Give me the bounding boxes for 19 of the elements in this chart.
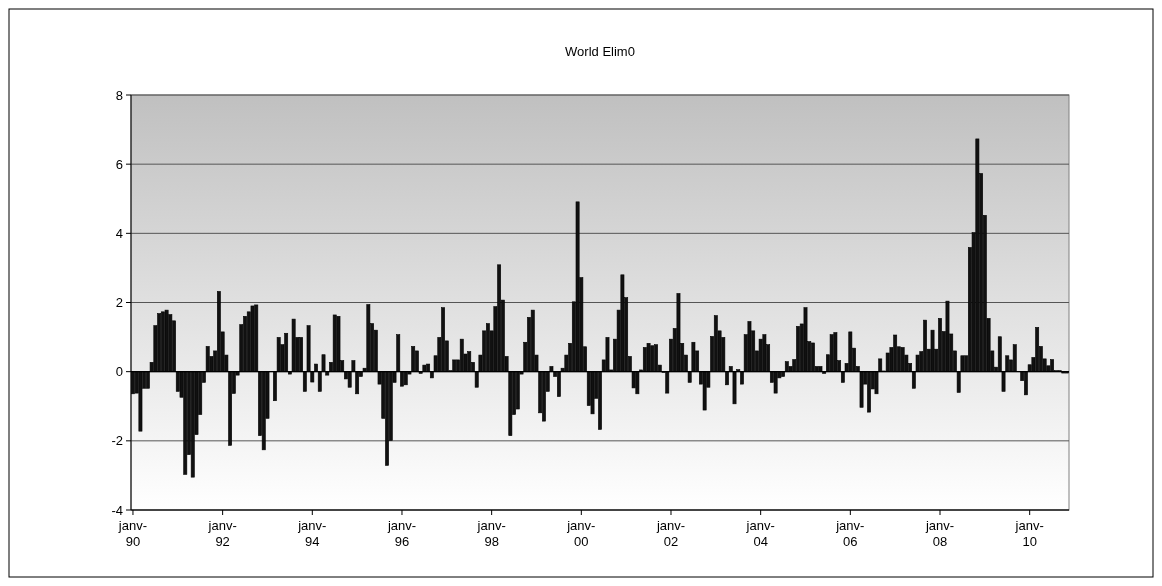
chart-title: World Elim0 [565,44,635,59]
x-tick-label: janv-08 [924,518,955,549]
x-tick-label: janv-02 [655,518,686,549]
y-tick-label: 8 [115,87,123,103]
x-tick-label: janv-90 [117,518,148,549]
y-tick-label: 6 [115,156,123,172]
y-tick-label: -4 [111,502,123,518]
y-tick-label: 2 [115,295,123,311]
x-tick-label: janv-92 [207,518,237,549]
x-tick-label: janv-06 [835,518,865,549]
x-tick-label: janv-96 [386,518,417,549]
x-tick-label: janv-10 [1014,518,1044,549]
x-tick-label: janv-98 [476,518,506,549]
x-tick-label: janv-94 [297,518,327,549]
y-tick-label: -2 [111,433,123,449]
x-tick-label: janv-04 [745,518,775,549]
y-tick-label: 4 [115,225,123,241]
x-tick-label: janv-00 [566,518,596,549]
y-tick-label: 0 [115,364,123,380]
